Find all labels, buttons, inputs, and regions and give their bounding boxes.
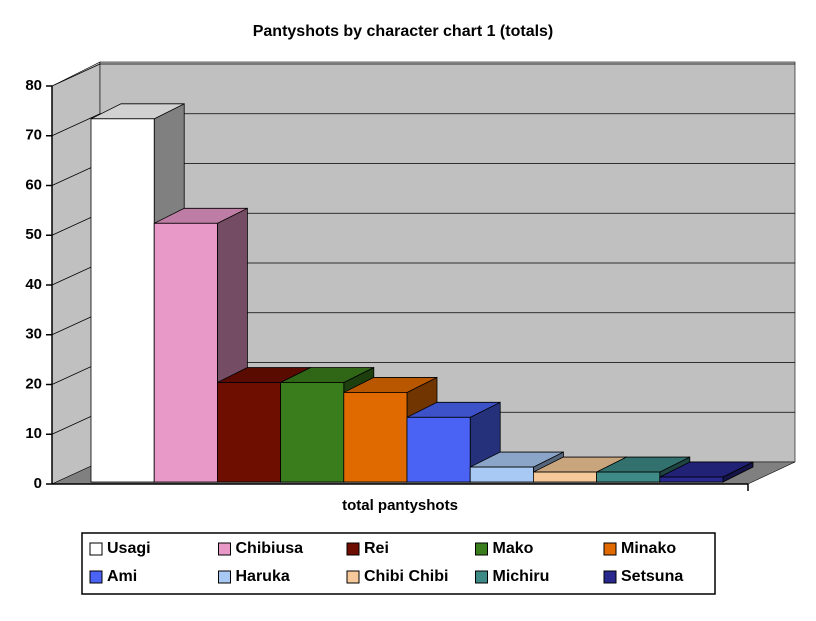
bar — [343, 392, 408, 483]
legend-label: Setsuna — [621, 568, 683, 585]
bar — [406, 416, 471, 483]
y-tick-label: 50 — [25, 226, 42, 243]
legend-label: Haruka — [236, 568, 290, 585]
legend-swatch — [346, 542, 360, 556]
legend-label: Rei — [364, 540, 389, 557]
legend-label: Usagi — [107, 540, 151, 557]
legend-swatch — [218, 542, 231, 556]
legend-label: Ami — [107, 568, 137, 585]
legend-label: Chibiusa — [236, 540, 304, 557]
grid-line — [51, 113, 795, 137]
y-tick-label: 30 — [25, 326, 42, 343]
y-tick-label: 80 — [25, 77, 42, 94]
grid-line — [51, 63, 795, 87]
bar — [280, 382, 345, 483]
y-tick-label: 0 — [34, 475, 42, 492]
y-tick-label: 60 — [25, 176, 42, 193]
bar — [659, 476, 724, 483]
x-axis-label: total pantyshots — [342, 497, 458, 514]
bar — [90, 118, 155, 483]
bar — [533, 471, 598, 483]
chart-title: Pantyshots by character chart 1 (totals) — [253, 23, 554, 40]
legend-swatch — [475, 542, 488, 556]
y-tick-label: 20 — [25, 375, 42, 392]
legend-swatch — [89, 542, 103, 556]
bar — [596, 471, 661, 483]
legend-swatch — [218, 570, 231, 584]
y-tick-label: 10 — [25, 425, 42, 442]
legend-label: Mako — [493, 540, 534, 557]
legend-label: Chibi Chibi — [364, 568, 448, 585]
bar — [153, 222, 218, 483]
legend-swatch — [603, 542, 617, 556]
legend-label: Michiru — [493, 568, 550, 585]
legend-swatch — [475, 570, 488, 584]
legend-label: Minako — [621, 540, 676, 557]
y-tick-label: 40 — [25, 276, 42, 293]
legend-swatch — [89, 570, 103, 584]
legend-swatch — [346, 570, 360, 584]
bar — [469, 466, 534, 483]
y-tick-label: 70 — [25, 127, 42, 144]
legend-swatch — [603, 570, 617, 584]
bar — [216, 382, 281, 483]
